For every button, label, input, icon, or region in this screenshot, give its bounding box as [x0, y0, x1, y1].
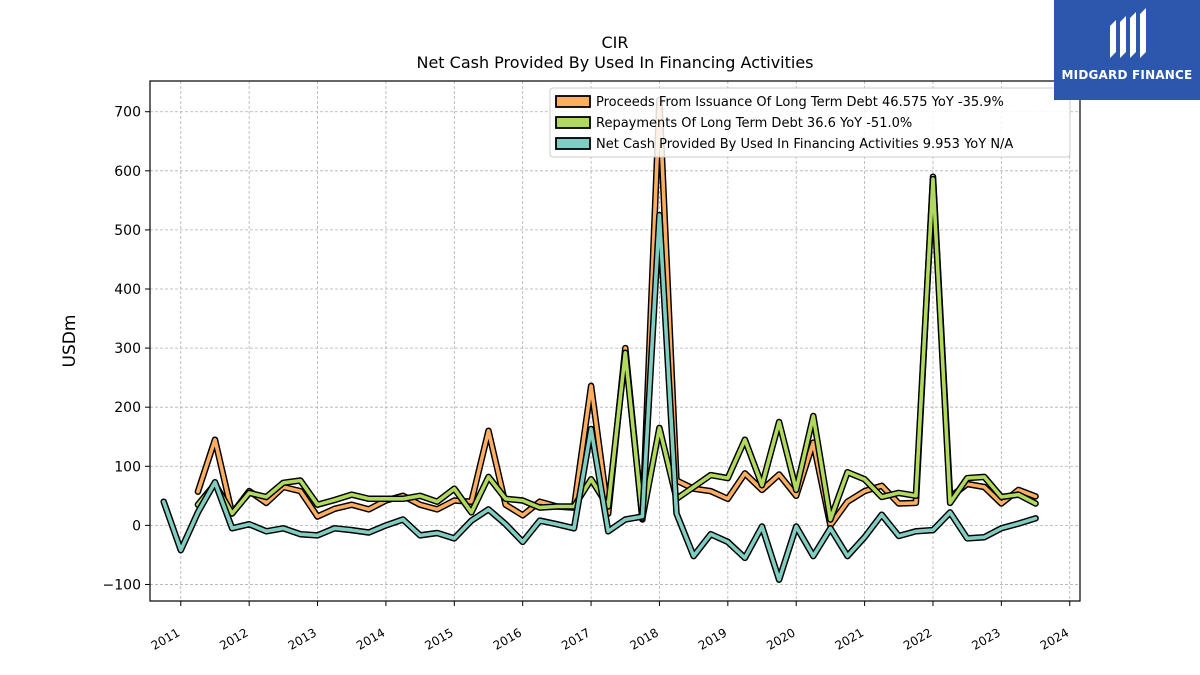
x-tick-label: 2017 [559, 625, 592, 652]
y-tick-label: 600 [114, 164, 141, 180]
legend-label-0: Proceeds From Issuance Of Long Term Debt… [596, 95, 1004, 110]
y-tick-label: 0 [132, 518, 141, 534]
x-tick-label: 2014 [354, 625, 387, 652]
y-tick-label: 400 [114, 282, 141, 298]
legend-swatch-1 [555, 116, 591, 129]
x-tick-label: 2023 [969, 625, 1002, 652]
x-tick-label: 2019 [696, 625, 729, 652]
x-tick-label: 2024 [1038, 625, 1071, 652]
x-tick-label: 2021 [833, 625, 866, 652]
series-line-outline-0 [194, 96, 1039, 529]
x-tick-label: 2018 [627, 625, 660, 652]
chart-subtitle: Net Cash Provided By Used In Financing A… [416, 53, 813, 72]
series-line-1 [196, 177, 1038, 522]
series-line-2 [161, 213, 1038, 582]
y-tick-label: 700 [114, 105, 141, 121]
y-tick-label: −100 [103, 577, 141, 593]
brand-name: MIDGARD FINANCE [1061, 68, 1193, 82]
x-tick-label: 2012 [217, 625, 250, 652]
legend-box [549, 87, 1071, 158]
x-tick-label: 2016 [491, 625, 524, 652]
x-tick-label: 2013 [286, 625, 319, 652]
series-layer [160, 96, 1039, 583]
legend-swatch-2 [555, 137, 591, 150]
legend-label-2: Net Cash Provided By Used In Financing A… [596, 137, 1013, 152]
x-tick-label: 2022 [901, 625, 934, 652]
x-tick-label: 2011 [149, 625, 182, 652]
y-axis-label: USDm [60, 315, 80, 368]
brand-logo: MIDGARD FINANCE [1054, 0, 1200, 100]
plot-area-frame [149, 80, 1081, 602]
series-line-outline-2 [160, 211, 1039, 583]
y-tick-label: 100 [114, 459, 141, 475]
legend: Proceeds From Issuance Of Long Term Debt… [549, 87, 1071, 158]
x-tick-label: 2015 [422, 625, 455, 652]
y-tick-label: 300 [114, 341, 141, 357]
x-tick-label: 2020 [764, 625, 797, 652]
y-tick-label: 200 [114, 400, 141, 416]
legend-label-1: Repayments Of Long Term Debt 36.6 YoY -5… [596, 116, 912, 131]
legend-swatch-0 [555, 95, 591, 108]
midgard-m-logo-icon [1110, 8, 1146, 58]
chart-title: CIR [601, 33, 628, 52]
axes: −100 0 100 200 300 400 500 600 700 2011 2012 2013 20… [103, 105, 1072, 653]
y-tick-label: 500 [114, 223, 141, 239]
